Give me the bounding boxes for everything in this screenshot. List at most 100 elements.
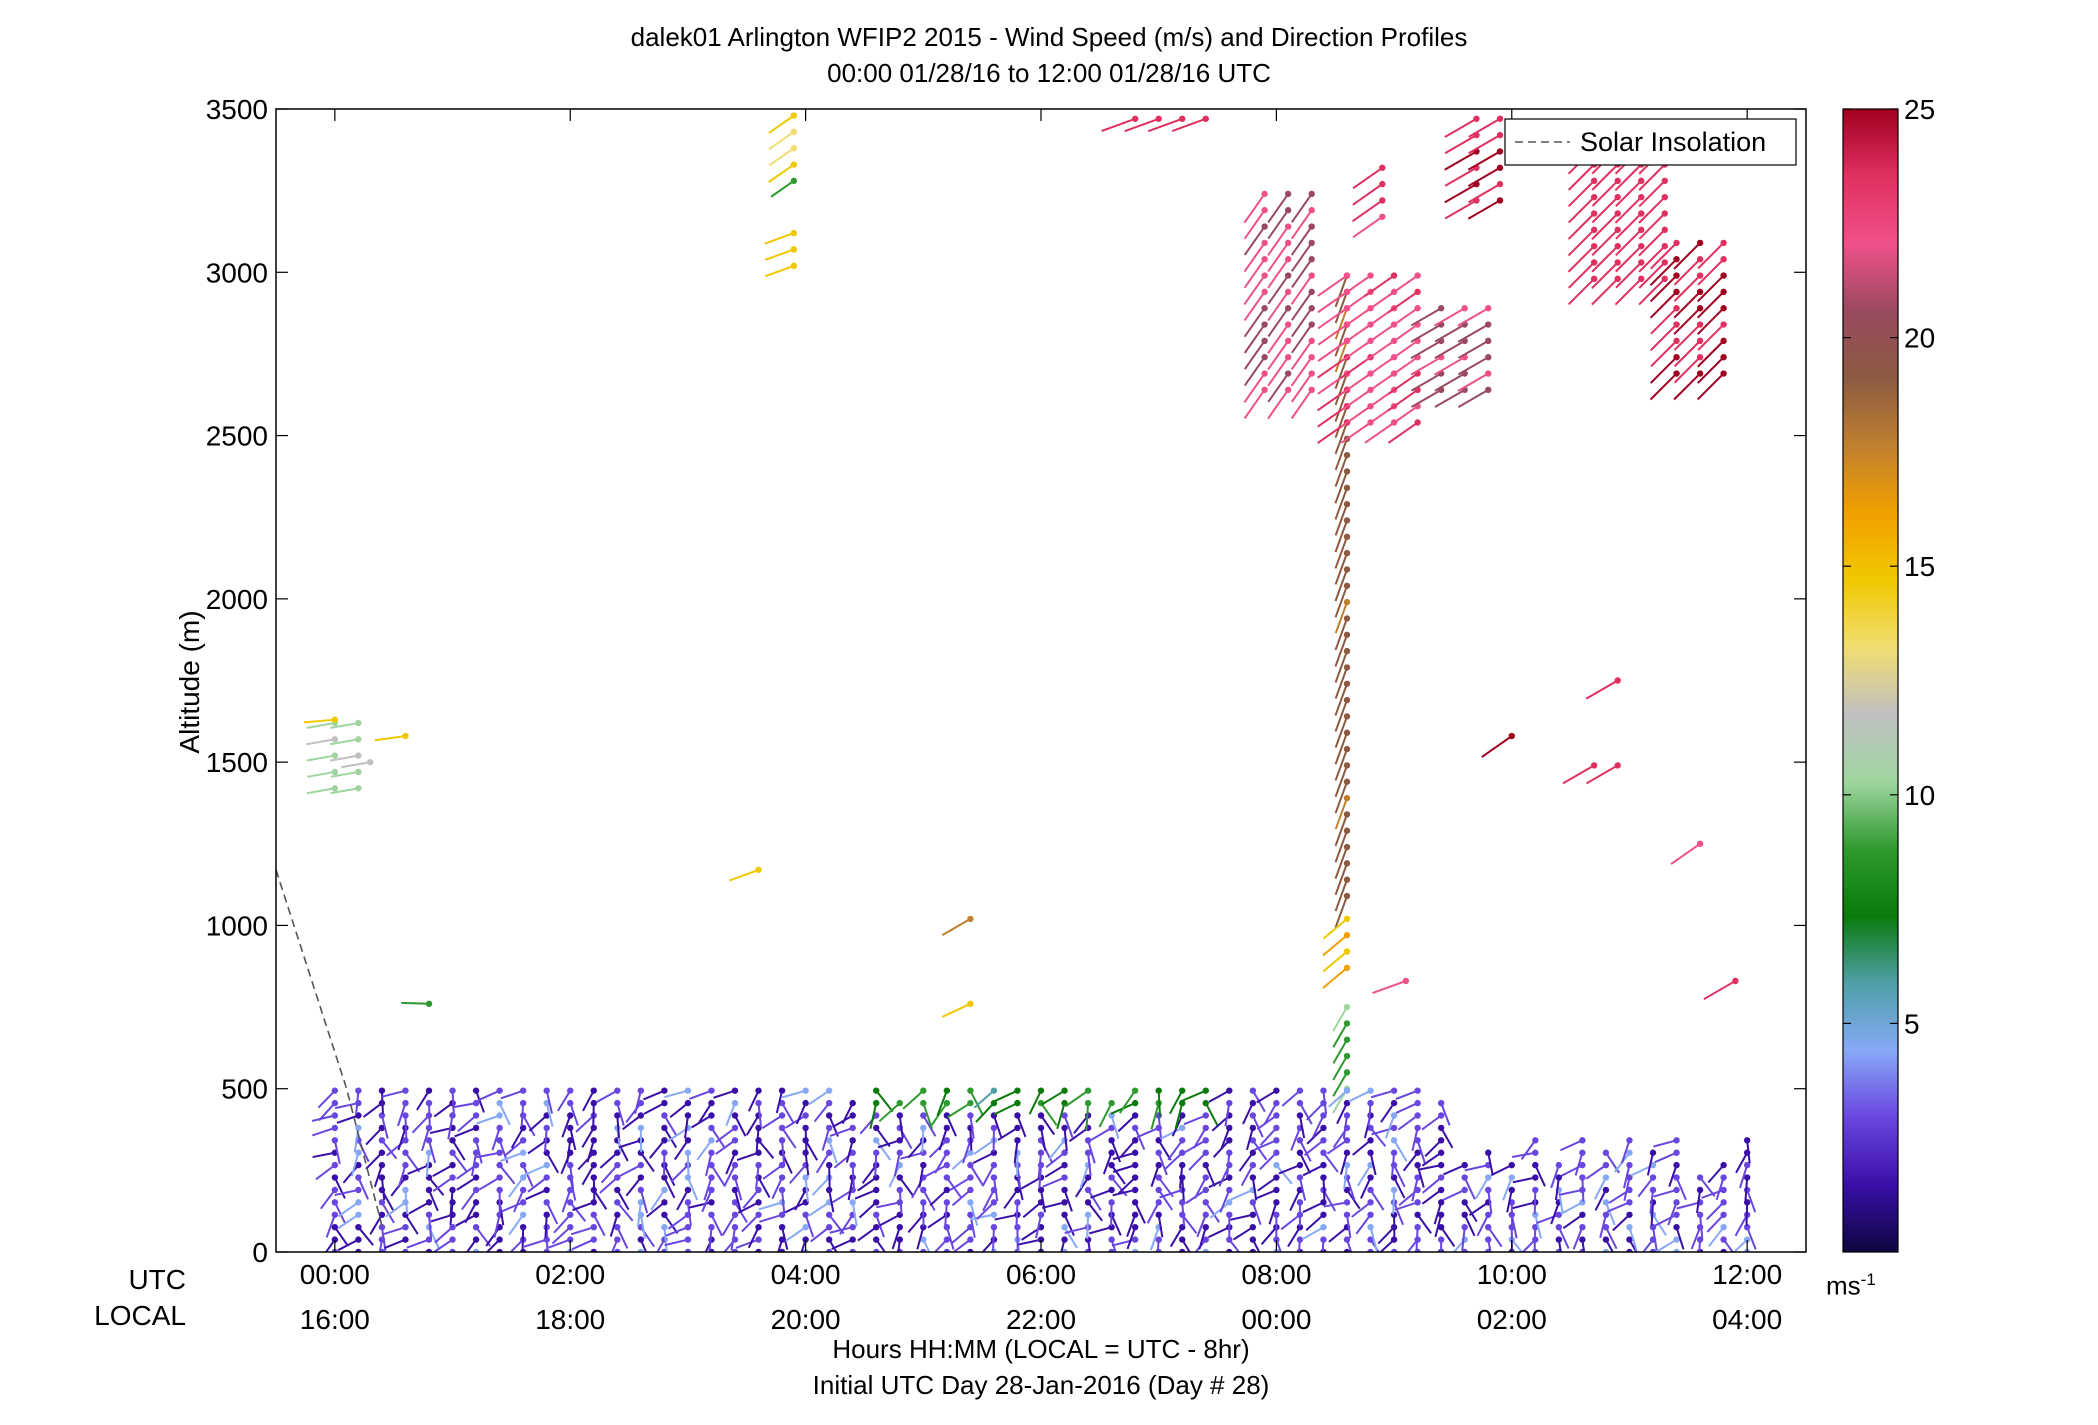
wind-barb-surface — [1550, 1161, 1563, 1189]
barb-point — [425, 1211, 433, 1218]
wind-barb — [330, 752, 362, 762]
wind-barb — [1467, 197, 1504, 220]
wind-barb — [401, 1000, 433, 1008]
barb-shaft — [1591, 278, 1619, 306]
barb-shaft — [640, 1152, 655, 1173]
barb-shaft — [317, 1089, 336, 1109]
barb-shaft — [981, 1238, 995, 1252]
barb-shaft — [491, 1127, 501, 1151]
barb-shaft — [1268, 1202, 1278, 1225]
barb-point — [331, 1199, 339, 1206]
barb-shaft — [1649, 258, 1678, 286]
barb-shaft — [762, 1164, 783, 1180]
x-tick-label-local: 16:00 — [300, 1304, 370, 1335]
barb-point — [873, 1236, 880, 1243]
wind-barb — [1650, 239, 1680, 270]
barb-shaft — [1220, 1127, 1231, 1151]
wind-barb-surface — [425, 1099, 433, 1128]
barb-shaft — [1673, 372, 1701, 401]
wind-barb-surface — [1421, 1149, 1445, 1167]
wind-barb-surface — [896, 1174, 915, 1197]
barb-point — [1696, 288, 1704, 296]
barb-shaft — [454, 1126, 477, 1138]
barb-shaft — [306, 787, 336, 795]
barb-shaft — [1410, 372, 1442, 392]
barb-shaft — [1334, 634, 1348, 667]
wind-barb-surface — [1411, 1174, 1421, 1202]
barb-shaft — [1260, 1226, 1278, 1245]
barb-point — [825, 1112, 833, 1119]
barb-shaft — [1334, 405, 1348, 439]
barb-shaft — [1243, 307, 1266, 338]
barb-point — [1108, 1199, 1115, 1206]
barb-shaft — [1302, 1201, 1324, 1214]
barb-point — [1555, 1236, 1563, 1243]
barb-shaft — [521, 1227, 525, 1251]
barb-shaft — [406, 1238, 430, 1249]
barb-shaft — [808, 1201, 830, 1217]
wind-barb-surface — [1179, 1248, 1186, 1252]
barb-shaft — [1110, 1115, 1120, 1140]
barb-point — [1414, 305, 1421, 312]
barb-shaft — [1585, 679, 1619, 700]
barb-shaft — [1697, 356, 1725, 384]
barb-shaft — [804, 1152, 810, 1176]
barb-point — [1638, 226, 1645, 234]
barb-point — [1343, 484, 1351, 492]
barb-point — [1261, 272, 1268, 279]
wind-barb-surface — [1649, 1248, 1657, 1252]
barb-point — [1614, 762, 1621, 769]
barb-point — [637, 1186, 645, 1194]
barb-shaft — [362, 1102, 383, 1118]
wind-barb-surface — [315, 1161, 339, 1181]
barb-shaft — [1243, 356, 1266, 387]
barb-point — [1179, 1236, 1186, 1243]
wind-barb-surface — [1044, 1161, 1068, 1178]
barb-point — [355, 1087, 362, 1094]
barb-shaft — [1306, 1127, 1325, 1145]
barb-shaft — [667, 1213, 689, 1230]
wind-barb-surface — [1160, 1124, 1186, 1140]
wind-barb-surface — [972, 1149, 998, 1164]
barb-shaft — [1242, 1102, 1254, 1125]
barb-point — [1037, 1211, 1045, 1218]
barb-shaft — [841, 1102, 854, 1125]
barb-shaft — [330, 770, 359, 778]
wind-barb-surface — [1707, 1223, 1727, 1248]
barb-point — [1061, 1174, 1068, 1181]
barb-shaft — [1322, 918, 1348, 940]
barb-point — [755, 1087, 762, 1094]
barb-shaft — [781, 1127, 797, 1149]
wind-barb — [1334, 631, 1351, 667]
barb-point — [755, 1223, 762, 1231]
wind-barb-surface — [496, 1248, 503, 1252]
wind-barb-surface — [1273, 1211, 1280, 1239]
wind-barb-surface — [1268, 1199, 1280, 1225]
wind-barb — [1673, 239, 1704, 270]
barb-point — [1614, 677, 1621, 684]
wind-barb-surface — [896, 1112, 904, 1139]
barb-shaft — [1554, 1177, 1560, 1201]
barb-shaft — [1605, 1239, 1614, 1252]
wind-barb-surface — [1414, 1161, 1425, 1188]
barb-point — [1379, 213, 1386, 220]
barb-point — [731, 1137, 739, 1144]
barb-point — [1061, 1124, 1068, 1132]
wind-barb-surface — [485, 1236, 503, 1252]
barb-shaft — [1464, 1164, 1489, 1172]
barb-shaft — [921, 1127, 925, 1153]
wind-barb — [1243, 190, 1268, 224]
wind-barb-surface — [1367, 1099, 1374, 1127]
barb-shaft — [1342, 1115, 1348, 1140]
wind-barb — [1334, 696, 1351, 732]
barb-shaft — [1457, 339, 1489, 359]
wind-barb-surface — [1696, 1211, 1704, 1239]
wind-barb-surface — [930, 1099, 951, 1126]
barb-shaft — [1367, 1103, 1372, 1127]
barb-shaft — [951, 1189, 972, 1207]
barb-point — [1590, 210, 1598, 217]
barb-point — [1496, 197, 1504, 204]
barb-shaft — [1243, 340, 1266, 370]
barb-point — [1626, 1137, 1633, 1144]
wind-barb-surface — [778, 1223, 789, 1250]
